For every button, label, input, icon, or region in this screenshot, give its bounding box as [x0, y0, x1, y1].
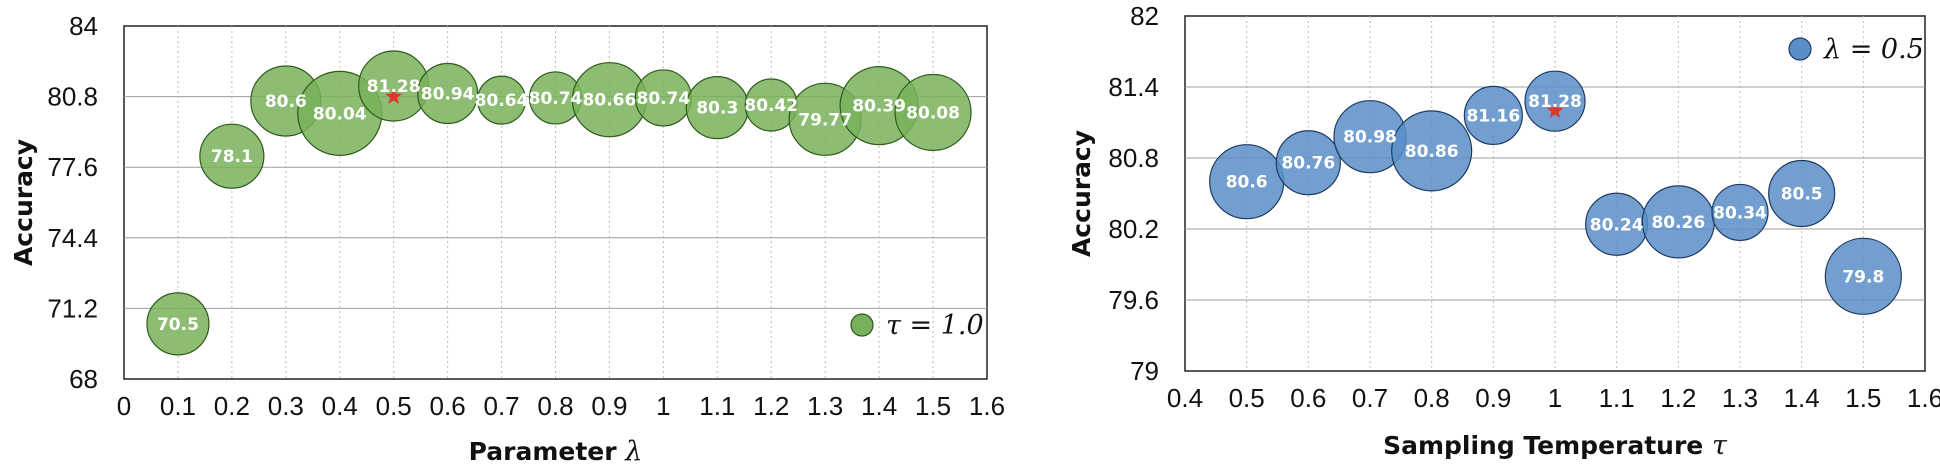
x-tick-label: 0.5: [1229, 383, 1265, 413]
data-label: 80.6: [265, 92, 307, 112]
bubble-point: [1275, 130, 1341, 196]
x-tick-label: 1.1: [1599, 383, 1635, 413]
x-tick-label: 1: [1548, 383, 1562, 413]
legend-marker: [850, 313, 874, 337]
y-tick-label: 80.2: [1108, 214, 1159, 244]
bubble-point: [199, 123, 265, 189]
data-label: 80.08: [906, 103, 960, 123]
x-tick-label: 1.6: [1907, 383, 1940, 413]
y-tick-label: 71.2: [47, 293, 98, 323]
x-axis-label: Sampling Temperature τ: [1383, 430, 1728, 461]
y-tick-label: 84: [69, 11, 98, 41]
x-tick-label: 1.6: [969, 391, 1005, 421]
data-label: 80.66: [583, 91, 637, 111]
legend-label: λ = 0.5: [1823, 34, 1924, 65]
data-label: 80.94: [421, 85, 475, 105]
x-tick-label: 1.3: [807, 391, 843, 421]
data-label: 80.98: [1343, 128, 1397, 148]
x-tick-label: 0.9: [1475, 383, 1511, 413]
data-label: 70.5: [157, 315, 199, 335]
data-label: 81.28: [1528, 92, 1582, 112]
x-tick-label: 0.4: [1167, 383, 1203, 413]
bubble-point: [1391, 110, 1473, 192]
data-label: 80.04: [313, 104, 367, 124]
x-tick-label: 0.2: [214, 391, 250, 421]
bubble-point: [894, 73, 972, 152]
y-tick-label: 77.6: [47, 152, 98, 182]
bubble-point: [146, 292, 210, 356]
y-tick-label: 82: [1130, 1, 1159, 31]
x-tick-label: 1.1: [699, 391, 735, 421]
legend-marker: [1788, 37, 1812, 61]
y-tick-label: 68: [69, 364, 98, 394]
y-tick-label: 80.8: [1108, 143, 1159, 173]
bubble-point: [1711, 183, 1769, 242]
data-label: 80.74: [529, 89, 583, 109]
bubble-point: [417, 62, 479, 125]
y-tick-label: 81.4: [1108, 72, 1159, 102]
x-tick-label: 0.6: [1290, 383, 1326, 413]
data-label: 81.16: [1466, 106, 1520, 126]
y-axis-label: Accuracy: [9, 139, 38, 266]
x-tick-label: 0.1: [160, 391, 196, 421]
highlight-star-marker: [1546, 101, 1564, 118]
x-tick-label: 0.3: [268, 391, 304, 421]
x-tick-label: 0: [117, 391, 131, 421]
data-label: 80.39: [852, 97, 906, 117]
x-tick-label: 0.9: [591, 391, 627, 421]
y-tick-label: 74.4: [47, 223, 98, 253]
y-tick-label: 79: [1130, 356, 1159, 386]
x-tick-label: 1.5: [915, 391, 951, 421]
y-tick-label: 79.6: [1108, 285, 1159, 315]
data-label: 80.3: [696, 99, 738, 119]
data-label: 79.8: [1842, 267, 1884, 287]
data-label: 80.64: [475, 91, 529, 111]
data-label: 80.76: [1281, 154, 1335, 174]
data-label: 78.1: [211, 147, 253, 167]
x-tick-label: 0.8: [1414, 383, 1450, 413]
bubble-point: [1768, 159, 1836, 228]
x-tick-label: 1.2: [1660, 383, 1696, 413]
data-label: 80.74: [636, 89, 690, 109]
bubble-point: [1824, 237, 1902, 315]
data-label: 79.77: [798, 110, 852, 130]
bubble-point: [476, 75, 527, 125]
y-tick-label: 80.8: [47, 82, 98, 112]
data-label: 80.86: [1405, 142, 1459, 162]
chart-2: 0.4 0.5 0.6 0.7 0.8 0.9 1 1.1 1.2 1.3 1.4 1.5 1.6 79 7…: [1067, 1, 1940, 461]
x-axis-label: Parameter λ: [469, 436, 643, 467]
data-label: 81.28: [367, 77, 421, 97]
highlight-star-marker: [385, 87, 403, 104]
legend-label: τ = 1.0: [886, 310, 984, 341]
x-tick-label: 0.7: [1352, 383, 1388, 413]
bubble-point: [1524, 70, 1586, 132]
y-axis-label: Accuracy: [1067, 130, 1096, 257]
chart-1: 0 0.1 0.2 0.3 0.4 0.5 0.6 0.7 0.8 0.9 1 1.1 1.2 1.3 1.…: [9, 11, 1005, 467]
data-label: 80.34: [1713, 203, 1767, 223]
x-tick-label: 0.8: [537, 391, 573, 421]
x-tick-label: 1.2: [753, 391, 789, 421]
x-tick-label: 1: [656, 391, 670, 421]
data-label: 80.26: [1651, 213, 1705, 233]
x-tick-label: 0.4: [322, 391, 358, 421]
x-tick-label: 0.5: [376, 391, 412, 421]
data-label: 80.5: [1781, 185, 1823, 205]
x-tick-label: 0.6: [430, 391, 466, 421]
x-tick-label: 1.5: [1845, 383, 1881, 413]
x-tick-label: 1.4: [1784, 383, 1820, 413]
x-tick-label: 1.3: [1722, 383, 1758, 413]
bubble-point: [1463, 85, 1523, 146]
data-label: 80.6: [1226, 173, 1268, 193]
data-label: 80.24: [1590, 215, 1644, 235]
x-tick-label: 1.4: [861, 391, 897, 421]
data-label: 80.42: [744, 96, 798, 116]
x-tick-label: 0.7: [483, 391, 519, 421]
